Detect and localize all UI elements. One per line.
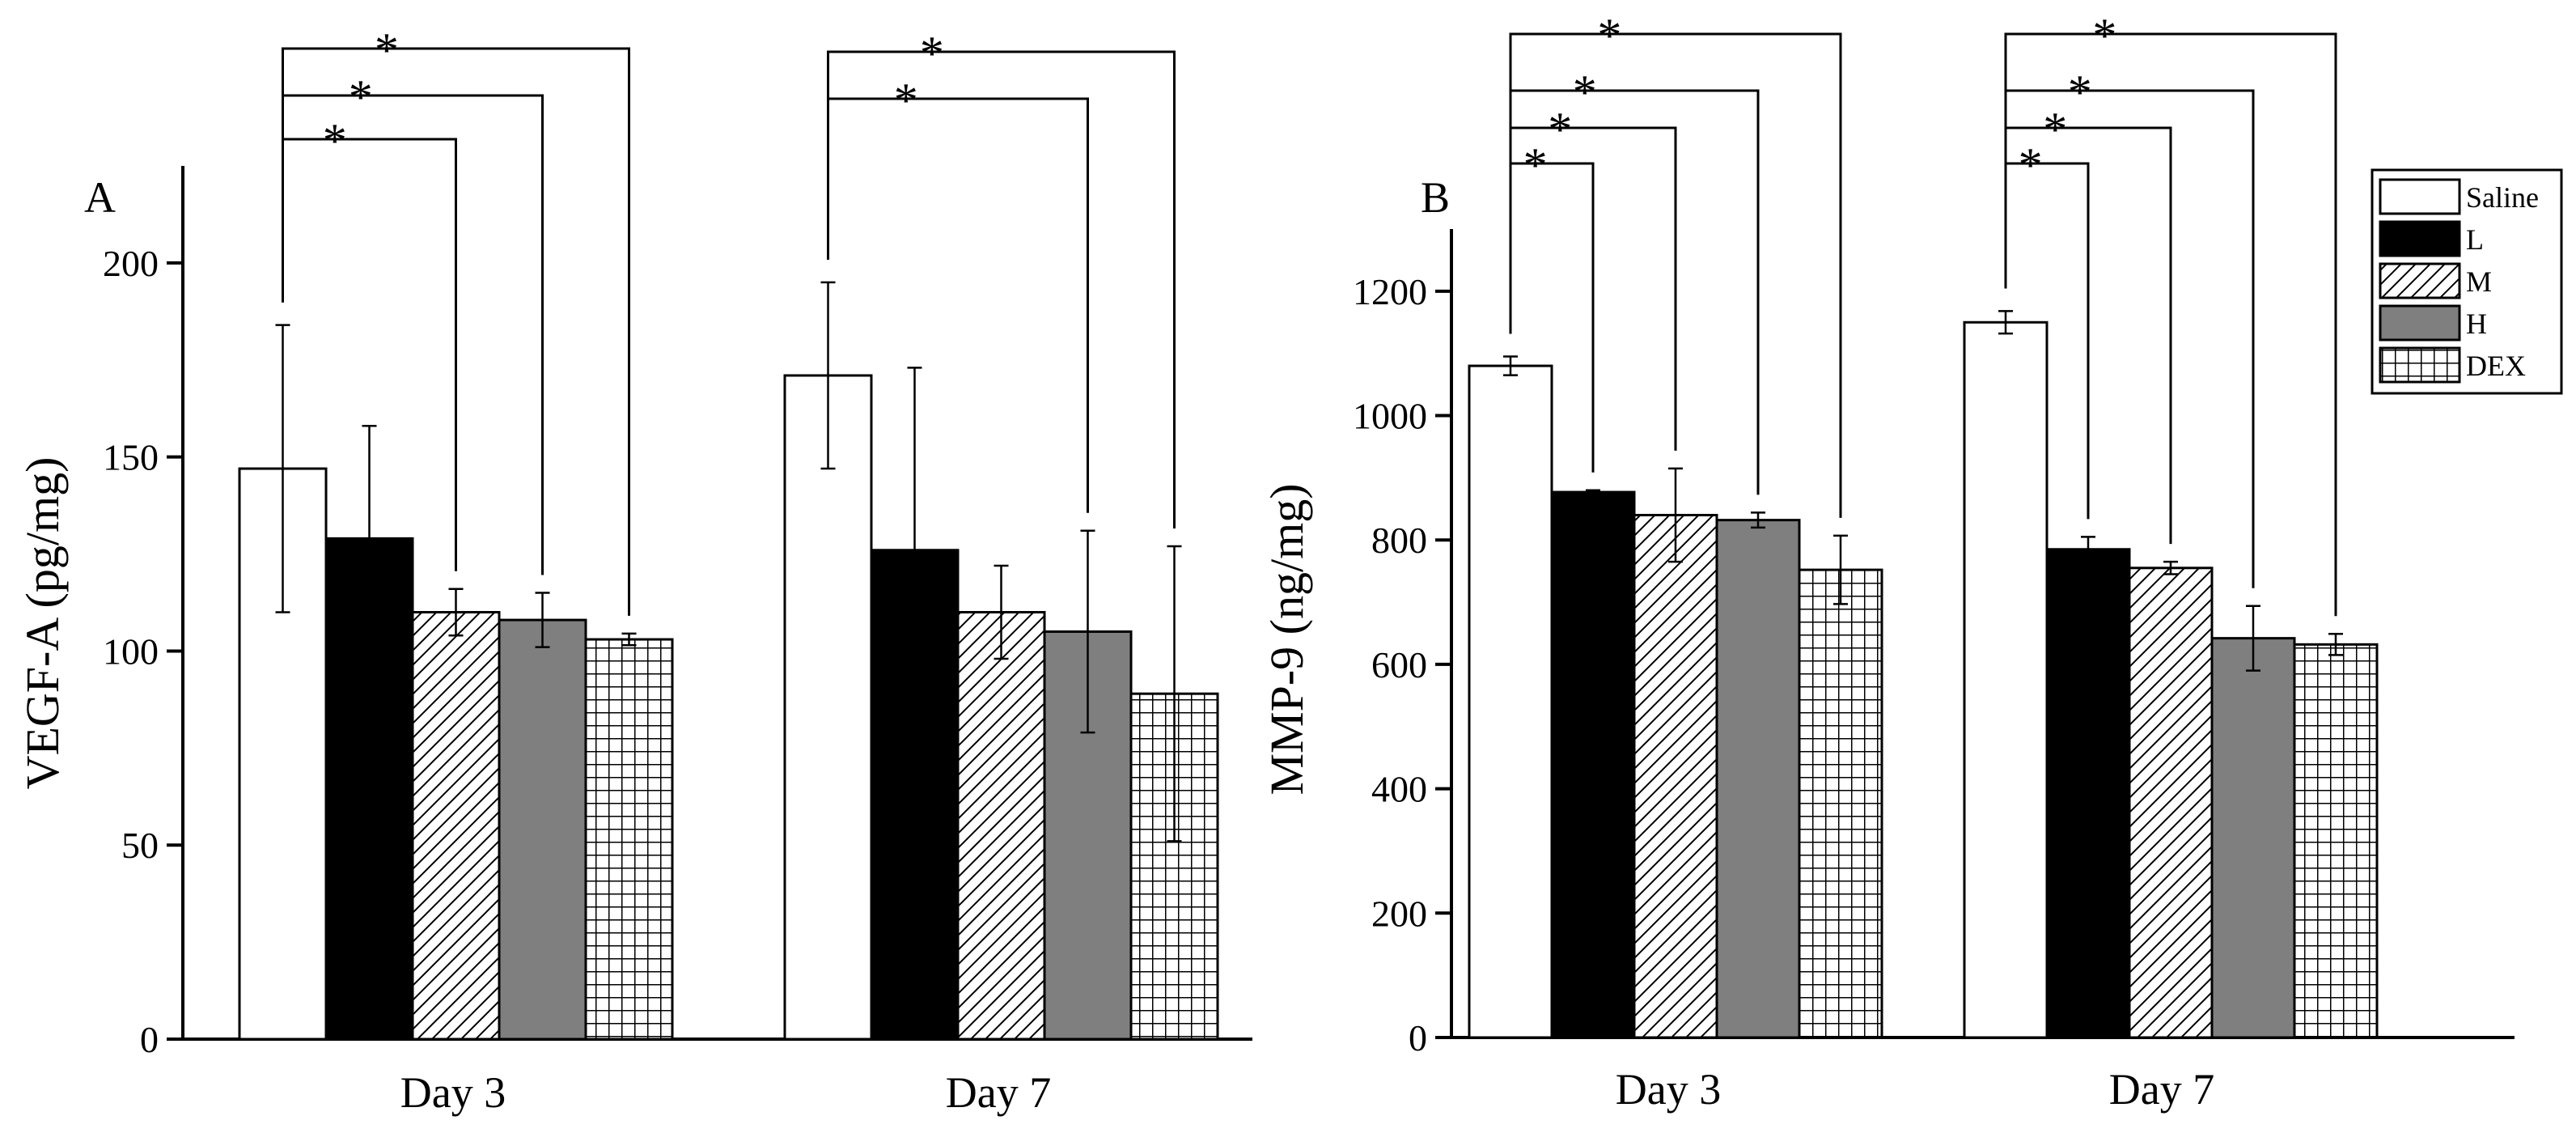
panel-b-category-day3: Day 3 xyxy=(1616,1065,1721,1114)
panel-b-errorbar-m-day7 xyxy=(2163,560,2178,575)
panel-b-bar-dex-day3 xyxy=(1798,568,1883,1039)
significance-star: * xyxy=(375,23,399,77)
significance-star: * xyxy=(2092,9,2116,62)
panel-a-errorbar-l-day7 xyxy=(907,367,922,734)
panel-a-errorbar-saline-day3 xyxy=(275,324,290,613)
panel-b-bar-m-day7 xyxy=(2128,566,2214,1039)
panel-a-errorbar-m-day3 xyxy=(448,588,464,637)
significance-bracket xyxy=(827,50,1176,528)
panel-b-errorbar-dex-day3 xyxy=(1833,534,1848,605)
panel-b-ytick-label: 200 xyxy=(1371,893,1427,934)
panel-b-bar-h-day3 xyxy=(1715,519,1801,1039)
panel-a-bar-m-day3 xyxy=(411,610,501,1041)
panel-a-ytick-label: 100 xyxy=(103,630,159,672)
legend-label-h: H xyxy=(2466,308,2487,340)
panel-b-bar-l-day7 xyxy=(2045,548,2131,1039)
significance-bracket xyxy=(1509,32,1842,518)
significance-star: * xyxy=(323,114,347,168)
panel-a-bar-h-day3 xyxy=(498,618,587,1041)
panel-b-ytick-label: 1200 xyxy=(1353,271,1427,312)
panel-a-errorbar-dex-day3 xyxy=(621,632,637,647)
panel-a-ytick-label: 200 xyxy=(103,243,159,284)
panel-b-bar-m-day3 xyxy=(1633,513,1718,1039)
significance-star: * xyxy=(2068,66,2092,119)
significance-star: * xyxy=(1597,9,1621,62)
panel-b-label: B xyxy=(1421,173,1450,222)
panel-b-bar-l-day3 xyxy=(1550,490,1636,1039)
panel-a-errorbar-h-day3 xyxy=(535,592,550,648)
panel-b-bar-saline-day3 xyxy=(1468,364,1553,1039)
significance-star: * xyxy=(1523,138,1548,192)
panel-b-y-axis-title: MMP-9 (ng/mg) xyxy=(1260,483,1313,795)
legend-swatch-m xyxy=(2379,262,2461,299)
legend-label-l: L xyxy=(2466,223,2484,256)
panel-b-ytick-label: 0 xyxy=(1409,1017,1427,1059)
panel-b-bar-h-day7 xyxy=(2210,637,2296,1039)
panel-a-category-day3: Day 3 xyxy=(400,1068,506,1117)
panel-a-bar-saline-day7 xyxy=(783,374,873,1041)
panel-b-bar-dex-day7 xyxy=(2293,643,2379,1039)
legend-swatch-l xyxy=(2379,220,2461,257)
panel-b-bar-saline-day7 xyxy=(1963,320,2049,1039)
legend-swatch-dex xyxy=(2379,346,2461,384)
panel-a-bar-m-day7 xyxy=(956,610,1046,1041)
panel-b-ytick-label: 600 xyxy=(1371,644,1427,685)
significance-star: * xyxy=(349,70,373,124)
significance-star: * xyxy=(2043,103,2067,156)
panel-b-category-day7: Day 7 xyxy=(2109,1065,2214,1114)
panel-a-bar-dex-day3 xyxy=(584,638,674,1041)
panel-a-ytick-label: 50 xyxy=(121,825,159,866)
panel-a-ytick-label: 150 xyxy=(103,437,159,478)
panel-a-errorbar-saline-day7 xyxy=(820,281,836,470)
significance-star: * xyxy=(920,27,944,80)
legend: Saline LMH DEX xyxy=(2371,168,2563,395)
legend-label-m: M xyxy=(2466,265,2492,298)
panel-b-errorbar-dex-day7 xyxy=(2328,633,2343,656)
panel-b-ytick-label: 400 xyxy=(1371,769,1427,810)
panel-b-errorbar-l-day7 xyxy=(2081,536,2095,563)
panel-a-ytick-label: 0 xyxy=(140,1019,159,1060)
legend-swatch-h xyxy=(2379,304,2461,342)
panel-a-category-day7: Day 7 xyxy=(946,1068,1051,1117)
panel-a-errorbar-h-day7 xyxy=(1080,529,1095,734)
panel-a-errorbar-m-day7 xyxy=(994,564,1009,660)
panel-b-ytick-label: 1000 xyxy=(1353,396,1427,437)
panel-b-errorbar-saline-day7 xyxy=(1998,310,2013,335)
significance-star: * xyxy=(1548,103,1572,156)
panel-a-errorbar-dex-day7 xyxy=(1167,545,1182,842)
significance-star: * xyxy=(2019,138,2043,192)
panel-a-label: A xyxy=(84,173,116,222)
panel-b-errorbar-h-day3 xyxy=(1751,511,1765,529)
panel-b-errorbar-h-day7 xyxy=(2246,605,2260,672)
significance-bracket xyxy=(282,47,630,616)
legend-swatch-saline xyxy=(2379,178,2461,215)
significance-star: * xyxy=(894,74,918,127)
legend-label-dex: DEX xyxy=(2466,350,2526,382)
significance-bracket xyxy=(2004,32,2337,617)
legend-label-saline: Saline xyxy=(2466,181,2539,214)
panel-b-errorbar-l-day3 xyxy=(1586,489,1600,495)
panel-b-errorbar-saline-day3 xyxy=(1503,355,1518,376)
panel-a-errorbar-l-day3 xyxy=(362,425,377,652)
significance-star: * xyxy=(1573,66,1597,119)
panel-a-y-axis-title: VEGF-A (pg/mg) xyxy=(16,457,69,790)
panel-b-errorbar-m-day3 xyxy=(1668,467,1683,563)
panel-b-ytick-label: 800 xyxy=(1371,520,1427,561)
